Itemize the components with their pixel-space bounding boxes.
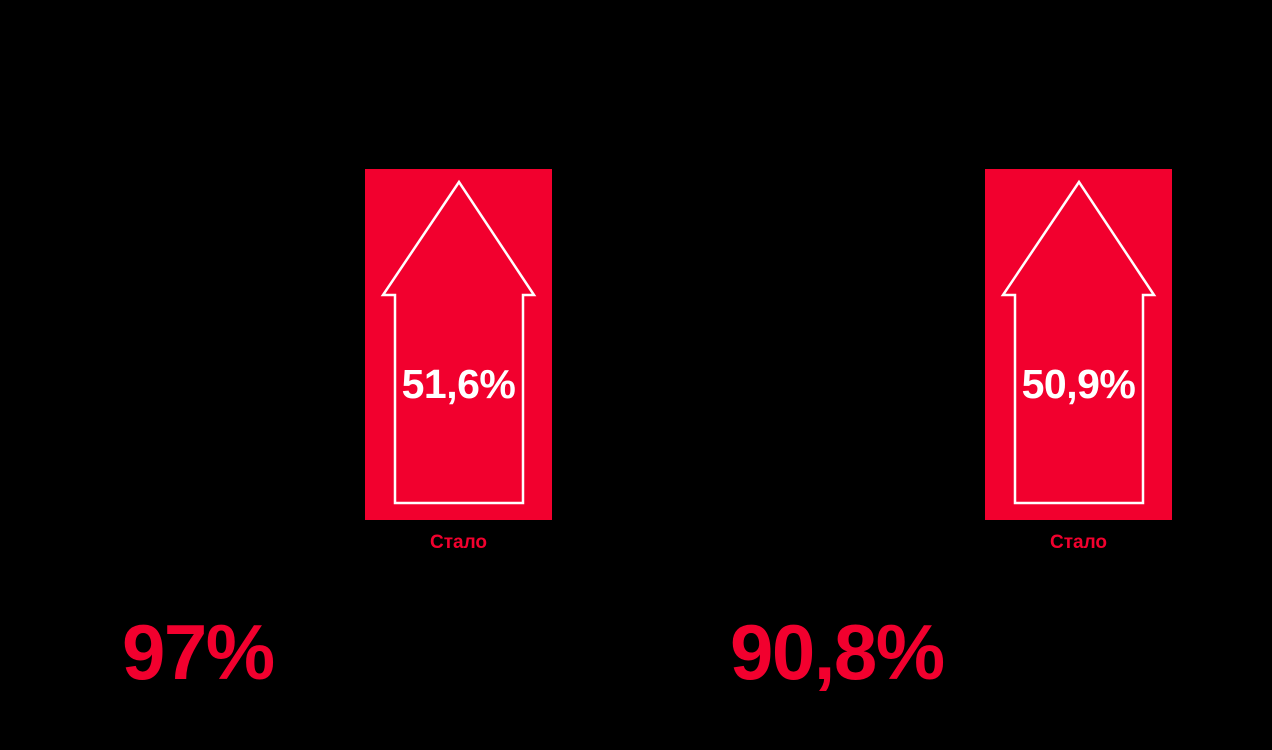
stalo-bar-left: 51,6% — [365, 169, 552, 520]
up-arrow-icon — [380, 179, 537, 505]
bar-caption-right: Стало — [1049, 532, 1108, 553]
bar-value-right: 50,9% — [1021, 361, 1136, 407]
bar-caption-left: Стало — [429, 532, 488, 553]
stalo-bar-right: 50,9% — [985, 169, 1172, 520]
up-arrow-icon — [1000, 179, 1157, 505]
bar-value-left: 51,6% — [401, 361, 516, 407]
headline-value-left: 97% — [122, 608, 275, 696]
headline-value-right: 90,8% — [730, 608, 945, 696]
